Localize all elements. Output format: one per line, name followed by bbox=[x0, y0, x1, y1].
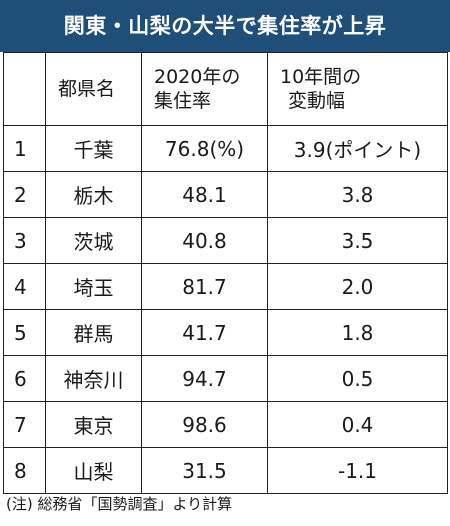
footnote: (注) 総務省「国勢調査」より計算 bbox=[6, 495, 233, 513]
header-prefecture: 都県名 bbox=[45, 52, 142, 126]
rank-cell: 7 bbox=[3, 401, 46, 448]
table-row: 8 山梨 31.5 -1.1 bbox=[3, 447, 448, 494]
prefecture-cell: 山梨 bbox=[45, 447, 142, 494]
rate-cell: 94.7 bbox=[141, 355, 268, 402]
collective-housing-rate-table: 都県名 2020年の 集住率 10年間の 変動幅 1 千葉 76.8(%) 3.9(ポ… bbox=[3, 52, 448, 494]
table-row: 1 千葉 76.8(%) 3.9(ポイント) bbox=[3, 125, 448, 172]
change-cell: -1.1 bbox=[267, 447, 448, 494]
rate-cell: 41.7 bbox=[141, 309, 268, 356]
table-row: 3 茨城 40.8 3.5 bbox=[3, 217, 448, 264]
change-cell: 0.5 bbox=[267, 355, 448, 402]
header-rate-line2: 集住率 bbox=[154, 90, 212, 112]
prefecture-cell: 東京 bbox=[45, 401, 142, 448]
rate-cell: 81.7 bbox=[141, 263, 268, 310]
rate-cell: 31.5 bbox=[141, 447, 268, 494]
prefecture-cell: 茨城 bbox=[45, 217, 142, 264]
table-row: 5 群馬 41.7 1.8 bbox=[3, 309, 448, 356]
rank-cell: 8 bbox=[3, 447, 46, 494]
rate-cell: 48.1 bbox=[141, 171, 268, 218]
prefecture-cell: 埼玉 bbox=[45, 263, 142, 310]
rank-cell: 3 bbox=[3, 217, 46, 264]
rank-cell: 2 bbox=[3, 171, 46, 218]
header-change-line2: 変動幅 bbox=[288, 90, 346, 112]
change-cell: 1.8 bbox=[267, 309, 448, 356]
change-cell: 3.9(ポイント) bbox=[267, 125, 448, 172]
prefecture-cell: 栃木 bbox=[45, 171, 142, 218]
change-cell: 3.5 bbox=[267, 217, 448, 264]
header-change: 10年間の 変動幅 bbox=[267, 52, 448, 126]
header-change-line1: 10年間の bbox=[280, 66, 362, 88]
prefecture-cell: 神奈川 bbox=[45, 355, 142, 402]
table-row: 2 栃木 48.1 3.8 bbox=[3, 171, 448, 218]
header-rate-line1: 2020年の bbox=[154, 66, 241, 88]
rate-cell: 40.8 bbox=[141, 217, 268, 264]
rate-cell: 76.8(%) bbox=[141, 125, 268, 172]
header-row: 都県名 2020年の 集住率 10年間の 変動幅 bbox=[3, 52, 448, 126]
rank-cell: 6 bbox=[3, 355, 46, 402]
header-rank bbox=[3, 52, 46, 126]
rank-cell: 1 bbox=[3, 125, 46, 172]
rank-cell: 5 bbox=[3, 309, 46, 356]
prefecture-cell: 群馬 bbox=[45, 309, 142, 356]
rate-cell: 98.6 bbox=[141, 401, 268, 448]
table-row: 4 埼玉 81.7 2.0 bbox=[3, 263, 448, 310]
change-cell: 3.8 bbox=[267, 171, 448, 218]
rank-cell: 4 bbox=[3, 263, 46, 310]
table-row: 6 神奈川 94.7 0.5 bbox=[3, 355, 448, 402]
change-cell: 2.0 bbox=[267, 263, 448, 310]
table-row: 7 東京 98.6 0.4 bbox=[3, 401, 448, 448]
header-rate: 2020年の 集住率 bbox=[141, 52, 268, 126]
table-title: 関東・山梨の大半で集住率が上昇 bbox=[0, 0, 450, 52]
prefecture-cell: 千葉 bbox=[45, 125, 142, 172]
change-cell: 0.4 bbox=[267, 401, 448, 448]
